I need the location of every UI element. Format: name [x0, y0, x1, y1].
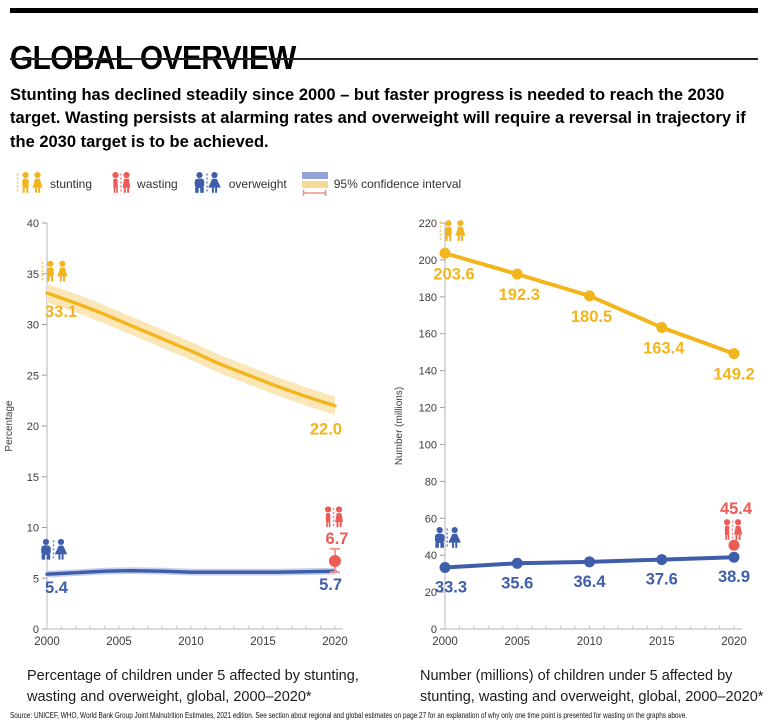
overweight-icon: [194, 172, 221, 193]
svg-text:45.4: 45.4: [720, 500, 753, 518]
top-rule: [10, 8, 758, 13]
svg-text:160: 160: [419, 329, 437, 341]
svg-text:38.9: 38.9: [718, 568, 750, 586]
title-divider: [10, 58, 758, 60]
svg-text:2010: 2010: [577, 636, 603, 648]
wasting-point: 45.4: [720, 500, 753, 551]
svg-text:192.3: 192.3: [499, 286, 540, 304]
svg-text:36.4: 36.4: [573, 573, 606, 591]
legend-label: 95% confidence interval: [333, 177, 462, 191]
svg-text:2015: 2015: [649, 636, 675, 648]
overweight-icon: [434, 527, 461, 549]
legend: stunting wasting overweight 95% confiden…: [14, 169, 474, 199]
svg-text:0: 0: [431, 624, 437, 636]
svg-text:15: 15: [27, 472, 39, 484]
legend-label: overweight: [228, 177, 287, 191]
overweight-icon: [41, 538, 68, 560]
svg-text:180: 180: [419, 292, 437, 304]
intro-text: Stunting has declined steadily since 200…: [10, 85, 746, 151]
svg-text:180.5: 180.5: [571, 308, 612, 326]
stunting-icon: [16, 172, 43, 193]
svg-text:100: 100: [419, 439, 437, 451]
svg-text:20: 20: [425, 587, 437, 599]
stunting-icon: [439, 220, 466, 242]
overweight-series: 5.4 5.7: [45, 567, 342, 597]
stunting-icon: [41, 260, 68, 282]
svg-text:5.7: 5.7: [319, 576, 342, 594]
overweight-icon: [194, 172, 221, 193]
stunting-series: 33.1 22.0: [45, 283, 342, 439]
svg-text:2010: 2010: [178, 636, 204, 648]
svg-text:120: 120: [419, 403, 437, 415]
svg-text:200: 200: [419, 255, 437, 267]
svg-text:Number (millions): Number (millions): [394, 387, 405, 465]
svg-text:2020: 2020: [322, 636, 348, 648]
legend-item-stunting: stunting: [14, 169, 92, 199]
svg-text:2000: 2000: [432, 636, 458, 648]
confidence-interval-swatch: [301, 172, 328, 196]
wasting-icon: [112, 172, 131, 193]
legend-label: stunting: [50, 177, 93, 191]
svg-text:10: 10: [27, 523, 39, 535]
svg-text:40: 40: [425, 550, 437, 562]
svg-text:163.4: 163.4: [643, 339, 685, 357]
svg-text:220: 220: [419, 218, 437, 230]
percentage-chart: 0 5 10 15 20 25 30 35 40 2000 2005 2010 2015 2020 Perc…: [4, 218, 349, 648]
svg-text:37.6: 37.6: [646, 571, 678, 589]
stunting-series: 203.6 192.3 180.5 163.4 149.2: [433, 247, 755, 384]
svg-text:0: 0: [33, 624, 39, 636]
wasting-icon: [324, 506, 344, 528]
svg-text:30: 30: [27, 320, 39, 332]
svg-text:6.7: 6.7: [326, 530, 349, 548]
svg-text:33.1: 33.1: [45, 303, 77, 321]
page-title: GLOBAL OVERVIEW: [10, 39, 296, 77]
legend-item-confidence-interval: 95% confidence interval: [300, 169, 461, 199]
svg-text:80: 80: [425, 476, 437, 488]
overweight-series: 33.3 35.6 36.4 37.6 38.9: [435, 551, 750, 597]
percentage-chart-caption: Percentage of children under 5 affected …: [27, 667, 359, 705]
svg-text:35: 35: [27, 269, 39, 281]
svg-text:203.6: 203.6: [433, 265, 474, 283]
svg-text:20: 20: [27, 421, 39, 433]
svg-text:2015: 2015: [250, 636, 276, 648]
svg-text:25: 25: [27, 370, 39, 382]
chart-icons: [434, 220, 743, 549]
svg-text:5.4: 5.4: [45, 579, 69, 597]
legend-label: wasting: [137, 177, 178, 191]
axes: 0 20 40 60 80 100 120 140 160 180 200 220 2000 2005 20…: [394, 218, 747, 648]
svg-text:22.0: 22.0: [310, 421, 342, 439]
wasting-icon: [723, 519, 743, 541]
legend-item-overweight: overweight: [191, 169, 287, 199]
wasting-icon: [112, 172, 131, 193]
legend-item-wasting: wasting: [105, 169, 178, 199]
svg-text:5: 5: [33, 573, 39, 585]
svg-text:40: 40: [27, 218, 39, 230]
svg-text:2005: 2005: [106, 636, 132, 648]
source-note: Source: UNICEF, WHO, World Bank Group Jo…: [10, 709, 688, 720]
svg-text:140: 140: [419, 366, 437, 378]
number-chart: 0 20 40 60 80 100 120 140 160 180 200 220 2000 2005 20…: [394, 218, 755, 648]
svg-text:Percentage: Percentage: [4, 400, 15, 452]
svg-text:2005: 2005: [504, 636, 530, 648]
chart-icons: [41, 260, 344, 560]
svg-text:33.3: 33.3: [435, 579, 467, 597]
svg-text:2000: 2000: [34, 636, 60, 648]
svg-text:35.6: 35.6: [501, 574, 533, 592]
svg-text:2020: 2020: [721, 636, 747, 648]
number-chart-caption: Number (millions) of children under 5 af…: [420, 667, 764, 705]
wasting-point: 6.7: [326, 530, 349, 574]
svg-text:149.2: 149.2: [713, 366, 754, 384]
stunting-icon: [16, 172, 43, 193]
svg-text:60: 60: [425, 513, 437, 525]
confidence-interval-icon: [301, 172, 328, 196]
